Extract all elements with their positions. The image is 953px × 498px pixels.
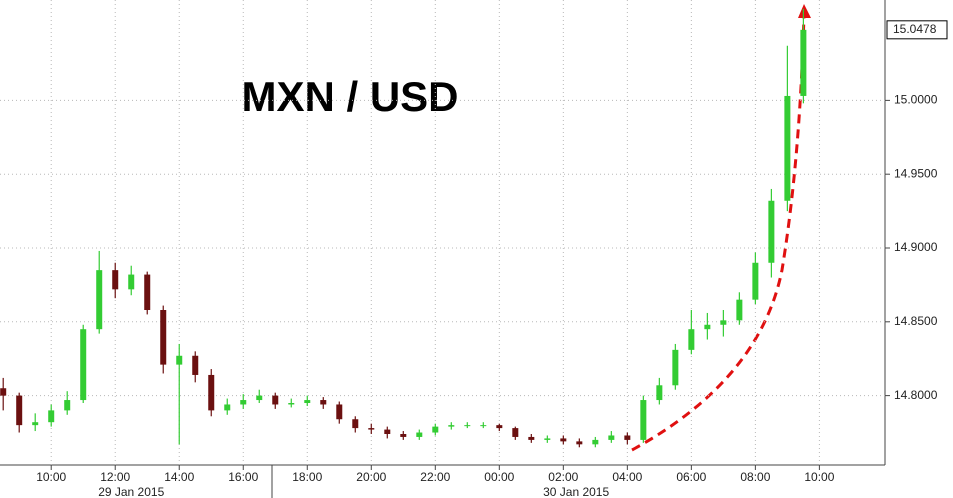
candle-body [144, 274, 151, 310]
candle-body [80, 329, 87, 401]
candle-body [736, 299, 743, 321]
candle-body [0, 388, 7, 396]
candle-body [672, 349, 679, 386]
x-tick-label: 12:00 [100, 470, 130, 484]
last-price-box [886, 20, 948, 40]
date-label: 30 Jan 2015 [543, 485, 609, 498]
candle-body [608, 435, 615, 440]
chart-title: MXN / USD [241, 73, 458, 120]
candle-body [544, 438, 551, 440]
candle-body [480, 425, 487, 427]
candle-body [656, 385, 663, 401]
x-tick-label: 20:00 [356, 470, 386, 484]
candle-body [272, 395, 279, 405]
candle-body [640, 400, 647, 440]
candle-body [192, 355, 199, 375]
candle-body [752, 262, 759, 300]
candle-body [32, 422, 39, 426]
x-tick-label: 02:00 [548, 470, 578, 484]
candle-body [720, 320, 727, 325]
trend-arrow-head [798, 4, 811, 18]
candle-body [304, 400, 311, 403]
x-tick-label: 10:00 [36, 470, 66, 484]
candle-body [176, 355, 183, 365]
candle-body [336, 404, 343, 420]
candle-body [48, 410, 55, 423]
candle-body [688, 329, 695, 350]
candle-body [224, 404, 231, 411]
candle-body [96, 270, 103, 330]
x-tick-label: 04:00 [612, 470, 642, 484]
x-tick-label: 06:00 [676, 470, 706, 484]
candle-body [208, 374, 215, 411]
x-tick-label: 14:00 [164, 470, 194, 484]
candle-body [704, 324, 711, 330]
candle-body [128, 274, 135, 290]
candle-body [64, 400, 71, 411]
y-tick-label: 14.8000 [894, 388, 938, 402]
candle-body [368, 428, 375, 430]
x-tick-label: 10:00 [804, 470, 834, 484]
candle-body [528, 436, 535, 440]
candle-body [624, 435, 631, 440]
last-price-label: 15.0478 [893, 22, 937, 36]
candle-body [256, 395, 263, 401]
x-tick-label: 16:00 [228, 470, 258, 484]
candle-body [240, 400, 247, 405]
candle-body [112, 270, 119, 290]
candle-body [512, 428, 519, 437]
candle-body [352, 419, 359, 429]
trend-arrow [631, 13, 806, 452]
candle-body [320, 400, 327, 405]
y-tick-label: 15.0000 [894, 93, 938, 107]
candle-body [464, 425, 471, 427]
candle-body [160, 310, 167, 365]
candle-body [400, 434, 407, 437]
x-tick-label: 00:00 [484, 470, 514, 484]
candle-body [768, 200, 775, 263]
candle-body [384, 429, 391, 434]
y-tick-label: 14.8500 [894, 314, 938, 328]
candle-body [448, 425, 455, 427]
candle-body [800, 29, 807, 96]
candle-body [576, 441, 583, 445]
date-label: 29 Jan 2015 [98, 485, 164, 498]
candle-body [496, 425, 503, 429]
candle-body [560, 438, 567, 442]
candle-body [288, 403, 295, 405]
x-tick-label: 08:00 [740, 470, 770, 484]
x-tick-label: 22:00 [420, 470, 450, 484]
candle-body [592, 439, 599, 445]
x-tick-label: 18:00 [292, 470, 322, 484]
y-tick-label: 14.9500 [894, 166, 938, 180]
candle-body [784, 95, 791, 201]
candle-body [416, 432, 423, 437]
candle-body [432, 426, 439, 433]
y-tick-label: 14.9000 [894, 240, 938, 254]
candle-body [16, 395, 23, 426]
